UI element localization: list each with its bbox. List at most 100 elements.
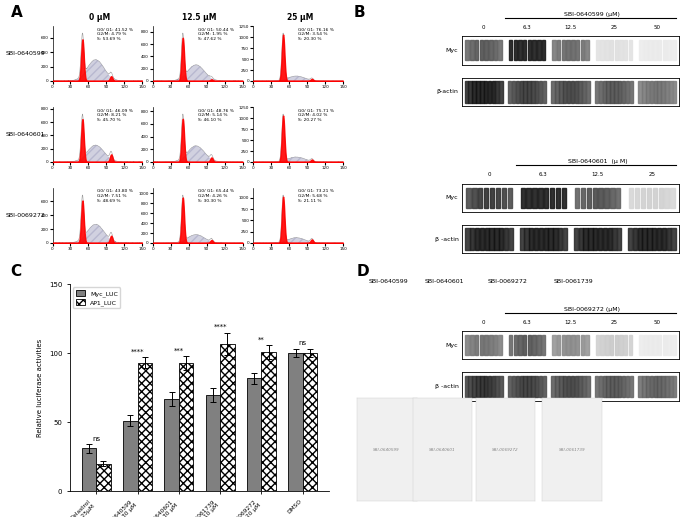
Bar	[570, 376, 574, 397]
Bar	[529, 229, 533, 250]
Bar	[657, 229, 661, 250]
Bar	[484, 229, 489, 250]
Bar	[82, 448, 96, 491]
Bar	[262, 352, 276, 491]
Bar	[509, 229, 513, 250]
Bar	[671, 188, 675, 208]
Bar	[587, 188, 591, 208]
Bar	[646, 81, 650, 102]
Bar	[650, 376, 653, 397]
Bar	[521, 188, 525, 208]
Bar	[580, 40, 584, 60]
Bar	[657, 81, 661, 102]
Bar	[575, 81, 578, 102]
Bar	[473, 81, 476, 102]
Bar	[533, 40, 536, 60]
Bar	[633, 229, 637, 250]
Bar	[603, 229, 607, 250]
Text: 50: 50	[654, 320, 661, 325]
Bar	[605, 335, 608, 355]
Bar	[475, 335, 478, 355]
Bar	[496, 376, 499, 397]
Bar	[524, 81, 527, 102]
Bar	[468, 81, 472, 102]
Bar	[615, 40, 618, 60]
Bar	[648, 335, 652, 355]
Bar	[563, 81, 566, 102]
Bar	[512, 376, 515, 397]
Text: G0/ G1: 65.44 %
G2/M: 4.26 %
S: 30.30 %: G0/ G1: 65.44 % G2/M: 4.26 % S: 30.30 %	[197, 190, 234, 203]
Bar	[552, 335, 556, 355]
Bar	[465, 376, 468, 397]
Bar	[466, 188, 470, 208]
Text: β -actin: β -actin	[435, 384, 458, 389]
Bar	[603, 81, 606, 102]
Bar	[567, 376, 570, 397]
Bar	[585, 335, 589, 355]
Bar	[629, 376, 633, 397]
Bar	[538, 188, 543, 208]
Bar	[673, 376, 676, 397]
Bar	[598, 376, 602, 397]
Bar	[588, 229, 593, 250]
Bar	[616, 188, 620, 208]
Bar	[583, 229, 588, 250]
Text: 6.3: 6.3	[523, 25, 531, 30]
Bar	[654, 81, 657, 102]
Bar	[499, 376, 503, 397]
Bar	[528, 335, 531, 355]
Text: G0/ G1: 50.44 %
G2/M: 1.95 %
S: 47.62 %: G0/ G1: 50.44 % G2/M: 1.95 % S: 47.62 %	[197, 27, 234, 41]
Bar	[558, 229, 562, 250]
Text: SBI-0069272: SBI-0069272	[6, 213, 46, 218]
Text: β -actin: β -actin	[435, 237, 458, 241]
Text: ns: ns	[299, 340, 307, 346]
Bar	[654, 376, 657, 397]
Bar	[542, 335, 545, 355]
Bar	[476, 81, 480, 102]
Bar	[665, 81, 668, 102]
Text: 12.5 μM: 12.5 μM	[182, 13, 217, 22]
Text: 6.3: 6.3	[523, 320, 531, 325]
Bar	[658, 335, 662, 355]
Bar	[544, 188, 549, 208]
Bar	[562, 188, 566, 208]
Bar	[570, 81, 574, 102]
Text: G0/ G1: 75.71 %
G2/M: 4.02 %
S: 20.27 %: G0/ G1: 75.71 % G2/M: 4.02 % S: 20.27 %	[298, 109, 334, 121]
Text: SBI-0640601: SBI-0640601	[429, 448, 456, 452]
Bar	[556, 188, 560, 208]
Bar	[561, 40, 565, 60]
Bar	[662, 81, 665, 102]
Bar	[610, 40, 613, 60]
Bar	[658, 40, 662, 60]
Bar	[566, 335, 570, 355]
Bar	[642, 376, 645, 397]
Bar	[484, 188, 489, 208]
Bar	[504, 229, 508, 250]
Bar	[518, 335, 522, 355]
Bar	[638, 376, 642, 397]
Bar	[586, 81, 589, 102]
Bar	[473, 376, 476, 397]
Bar	[614, 81, 617, 102]
Bar	[527, 376, 531, 397]
Bar	[473, 188, 477, 208]
Bar	[629, 188, 634, 208]
Bar	[531, 376, 535, 397]
Bar	[638, 81, 642, 102]
Bar	[220, 344, 234, 491]
Text: G0/ G1: 41.52 %
G2/M: 4.79 %
S: 53.69 %: G0/ G1: 41.52 % G2/M: 4.79 % S: 53.69 %	[97, 27, 134, 41]
Text: SBI-0061739: SBI-0061739	[559, 448, 586, 452]
Text: 0: 0	[482, 25, 486, 30]
Bar	[629, 81, 633, 102]
Bar	[164, 399, 178, 491]
Bar	[494, 335, 497, 355]
Bar	[579, 229, 583, 250]
Bar	[647, 188, 651, 208]
Bar	[642, 81, 645, 102]
Bar	[523, 40, 526, 60]
Bar	[178, 363, 193, 491]
Bar	[539, 376, 542, 397]
Bar	[571, 40, 575, 60]
Bar	[137, 363, 152, 491]
Bar	[542, 376, 546, 397]
